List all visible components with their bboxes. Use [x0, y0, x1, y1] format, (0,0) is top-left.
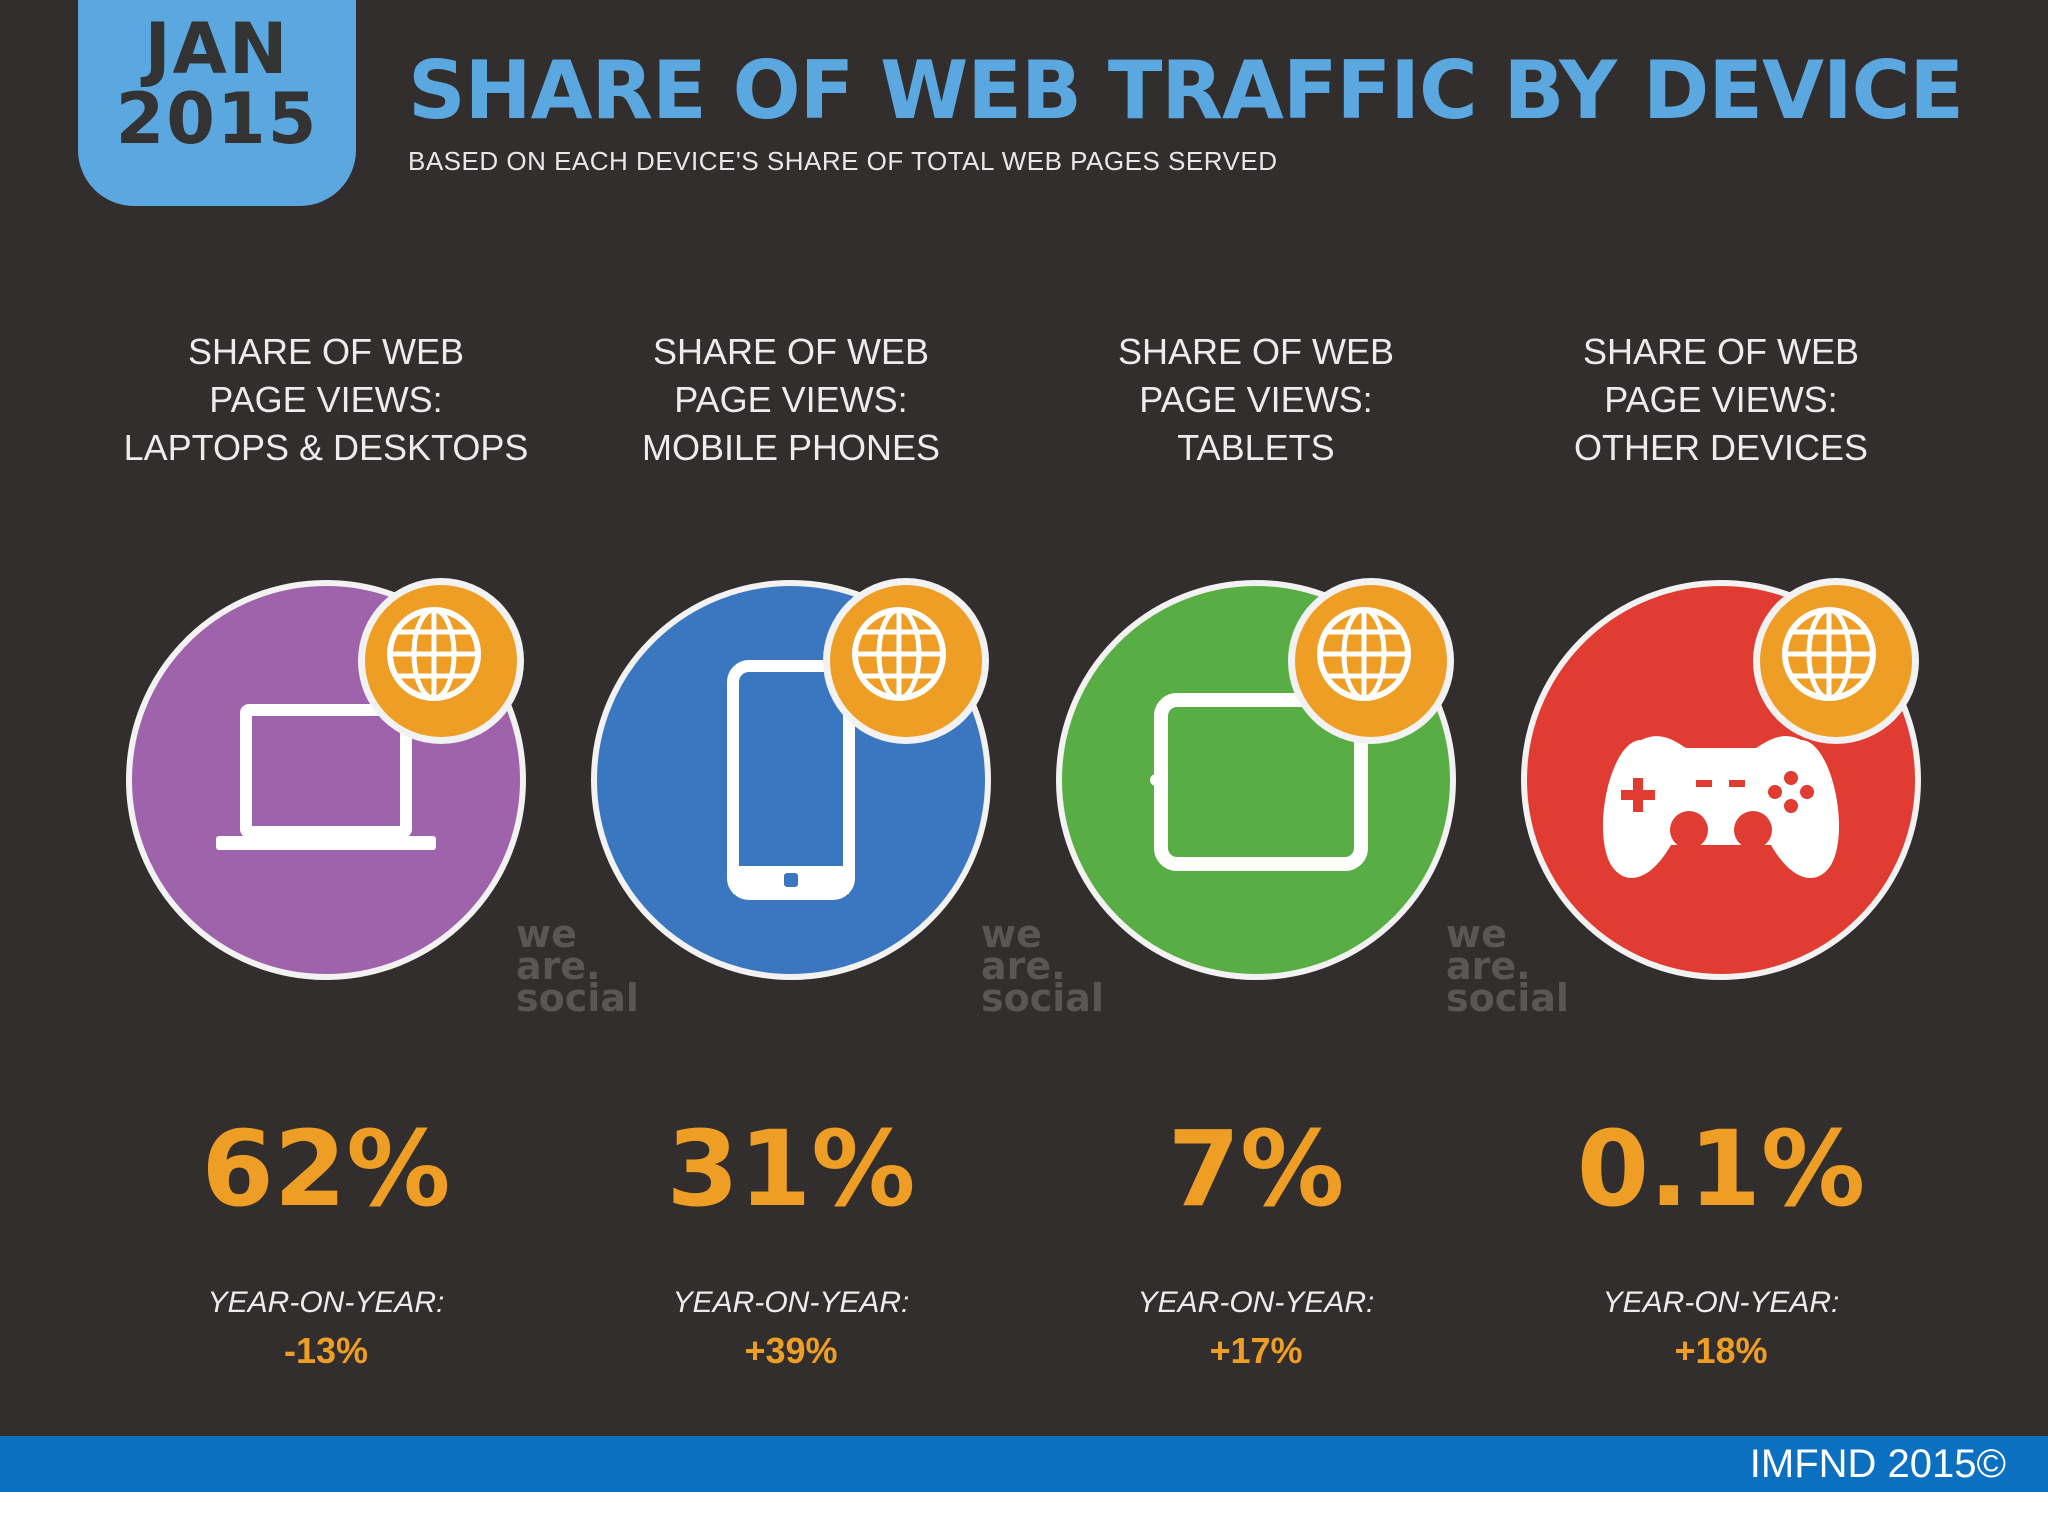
chart-title: SHARE OF WEB TRAFFIC BY DEVICE [408, 44, 1964, 137]
laptop-icon [216, 704, 436, 850]
category-label: OTHER DEVICES [1573, 427, 1869, 468]
chart-subtitle: BASED ON EACH DEVICE'S SHARE OF TOTAL WE… [408, 146, 1278, 176]
yoy-label: YEAR-ON-YEAR: [207, 1286, 445, 1319]
column-label-line: PAGE VIEWS: [209, 379, 443, 420]
device-circle [1056, 580, 1456, 980]
logo-line: are. [981, 944, 1066, 988]
logo-line: social [516, 976, 639, 1020]
logo-line: we [1446, 912, 1507, 956]
column-label-line: PAGE VIEWS: [674, 379, 908, 420]
category-label: MOBILE PHONES [641, 427, 941, 468]
column-label-line: SHARE OF WEB [652, 331, 930, 372]
yoy-label: YEAR-ON-YEAR: [672, 1286, 910, 1319]
column-label-line: SHARE OF WEB [1117, 331, 1395, 372]
category-label: TABLETS [1177, 427, 1335, 468]
mobile-phone-icon [727, 660, 855, 900]
logo-line: are. [516, 944, 601, 988]
logo-line: social [981, 976, 1104, 1020]
globe-icon [823, 578, 989, 744]
globe-icon [358, 578, 524, 744]
column-label: SHARE OF WEB PAGE VIEWS: OTHER DEVICES [1501, 328, 1941, 472]
column-label-line: PAGE VIEWS: [1139, 379, 1373, 420]
date-year: 2015 [115, 78, 319, 160]
logo-line: we [516, 912, 577, 956]
share-value: 31% [666, 1108, 916, 1230]
date-month: JAN [144, 8, 290, 90]
column-label-line: SHARE OF WEB [1582, 331, 1860, 372]
yoy-value: +39% [744, 1330, 838, 1371]
infographic-panel: JAN 2015 SHARE OF WEB TRAFFIC BY DEVICE … [0, 0, 2048, 1436]
yoy-label: YEAR-ON-YEAR: [1137, 1286, 1375, 1319]
we-are-social-logo: we are. social [981, 912, 1104, 1020]
tablet-icon [1150, 693, 1368, 871]
game-controller-icon [1602, 736, 1840, 879]
device-icon-wrapper [1571, 630, 1871, 935]
yoy-value: +18% [1674, 1330, 1768, 1371]
yoy-value: -13% [283, 1330, 369, 1371]
device-icon-wrapper [176, 630, 476, 935]
logo-line: social [1446, 976, 1569, 1020]
share-value: 7% [1167, 1108, 1345, 1230]
device-icon-wrapper [1106, 630, 1406, 935]
device-icon-wrapper [641, 630, 941, 935]
globe-icon [1288, 578, 1454, 744]
yoy-value: +17% [1209, 1330, 1303, 1371]
column-label-line: SHARE OF WEB [187, 331, 465, 372]
globe-icon [1753, 578, 1919, 744]
logo-line: are. [1446, 944, 1531, 988]
we-are-social-logo: we are. social [516, 912, 639, 1020]
column-label: SHARE OF WEB PAGE VIEWS: LAPTOPS & DESKTOP… [106, 328, 546, 472]
category-label: LAPTOPS & DESKTOPS [123, 427, 529, 468]
yoy-label: YEAR-ON-YEAR: [1602, 1286, 1840, 1319]
column-label: SHARE OF WEB PAGE VIEWS: TABLETS [1036, 328, 1476, 472]
column-label-line: PAGE VIEWS: [1604, 379, 1838, 420]
date-badge: JAN 2015 [78, 0, 356, 206]
share-value: 62% [201, 1108, 451, 1230]
share-value: 0.1% [1576, 1108, 1866, 1230]
column-label: SHARE OF WEB PAGE VIEWS: MOBILE PHONES [571, 328, 1011, 472]
we-are-social-logo: we are. social [1446, 912, 1569, 1020]
footer-copyright: IMFND 2015© [1749, 1442, 2006, 1486]
logo-line: we [981, 912, 1042, 956]
footer-bar: IMFND 2015© [0, 1436, 2048, 1492]
